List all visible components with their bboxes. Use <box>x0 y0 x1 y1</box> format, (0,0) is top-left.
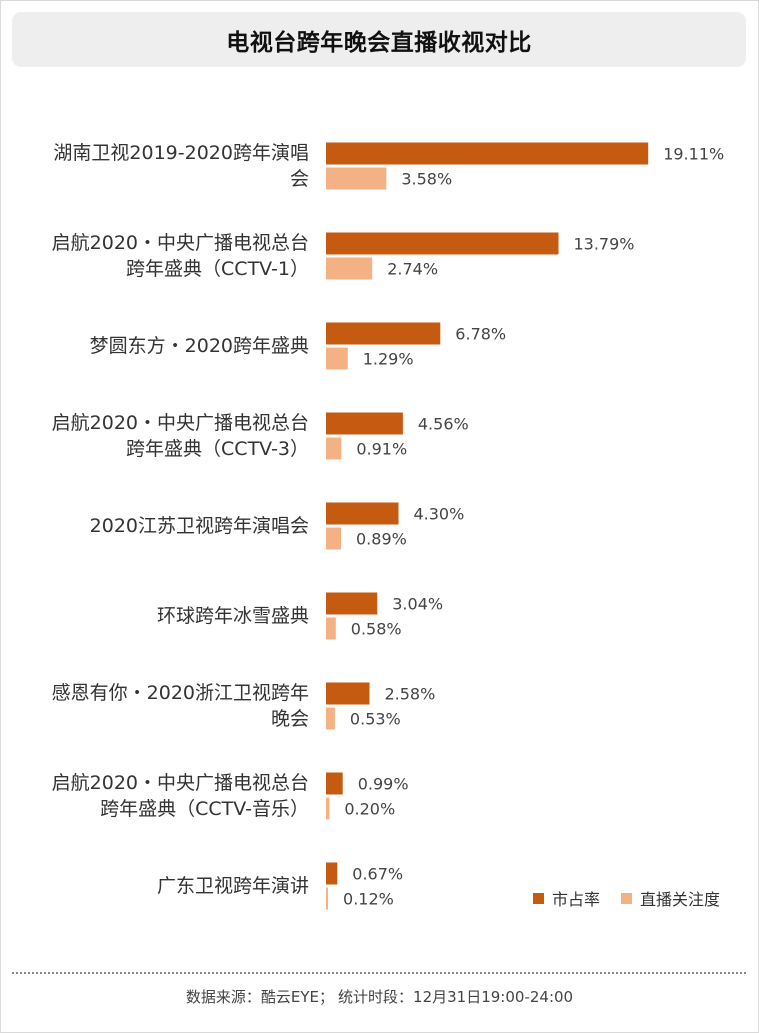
bar-live-attention <box>326 167 387 190</box>
source-name: 酷云EYE； <box>260 988 335 1006</box>
data-label: 3.04% <box>392 595 443 614</box>
data-label: 1.29% <box>363 350 414 369</box>
bar-market-share <box>326 412 403 435</box>
category-label: 梦圆东方・2020跨年盛典 <box>90 335 309 357</box>
period-label: 统计时段： <box>338 988 414 1006</box>
data-label: 19.11% <box>663 145 724 164</box>
legend-swatch-live-attention <box>621 893 632 904</box>
chart-title: 电视台跨年晚会直播收视对比 <box>226 29 532 56</box>
category-label: 环球跨年冰雪盛典 <box>157 605 309 627</box>
data-label: 0.58% <box>351 620 402 639</box>
data-label: 0.91% <box>356 440 407 459</box>
data-label: 2.74% <box>387 260 438 279</box>
category-label: 湖南卫视2019-2020跨年演唱 <box>53 142 309 164</box>
bar-market-share <box>326 592 378 615</box>
category-label: 感恩有你・2020浙江卫视跨年 <box>52 682 309 704</box>
data-label: 4.56% <box>418 415 469 434</box>
data-label: 0.20% <box>344 800 395 819</box>
data-label: 0.89% <box>356 530 407 549</box>
footer-divider <box>12 972 746 974</box>
bar-live-attention <box>326 347 348 370</box>
period-value: 12月31日19:00-24:00 <box>413 988 574 1006</box>
category-label: 2020江苏卫视跨年演唱会 <box>90 515 309 537</box>
category-label: 跨年盛典（CCTV-3） <box>126 438 309 460</box>
bar-live-attention <box>326 257 373 280</box>
bar-live-attention <box>326 887 329 910</box>
data-label: 3.58% <box>401 170 452 189</box>
bar-live-attention <box>326 437 342 460</box>
bar-market-share <box>326 502 399 525</box>
bar-live-attention <box>326 617 336 640</box>
legend-label: 市占率 <box>552 890 600 909</box>
category-label: 跨年盛典（CCTV-音乐） <box>100 798 309 820</box>
bar-live-attention <box>326 527 342 550</box>
data-label: 0.67% <box>352 865 403 884</box>
data-label: 0.53% <box>350 710 401 729</box>
data-label: 0.12% <box>343 890 394 909</box>
data-label: 4.30% <box>413 505 464 524</box>
bar-market-share <box>326 772 343 795</box>
bar-market-share <box>326 682 370 705</box>
category-label: 启航2020・中央广播电视总台 <box>52 412 309 434</box>
category-label: 启航2020・中央广播电视总台 <box>52 232 309 254</box>
bar-market-share <box>326 322 441 345</box>
bar-market-share <box>326 232 559 255</box>
bar-market-share <box>326 862 338 885</box>
bar-market-share <box>326 142 649 165</box>
bar-live-attention <box>326 797 330 820</box>
source-label: 数据来源： <box>185 988 261 1006</box>
category-label: 晚会 <box>271 708 309 730</box>
category-label: 会 <box>290 168 309 190</box>
data-label: 13.79% <box>573 235 634 254</box>
legend-swatch-market-share <box>533 893 544 904</box>
category-label: 广东卫视跨年演讲 <box>157 875 309 897</box>
bar-live-attention <box>326 707 335 730</box>
data-label: 0.99% <box>358 775 409 794</box>
data-label: 6.78% <box>455 325 506 344</box>
category-label: 跨年盛典（CCTV-1） <box>126 258 309 280</box>
category-label: 启航2020・中央广播电视总台 <box>52 772 309 794</box>
data-label: 2.58% <box>384 685 435 704</box>
legend-label: 直播关注度 <box>640 890 720 909</box>
title-banner: 电视台跨年晚会直播收视对比 <box>12 12 746 67</box>
data-source-note: 数据来源：酷云EYE； 统计时段：12月31日19:00-24:00 <box>0 986 759 1007</box>
